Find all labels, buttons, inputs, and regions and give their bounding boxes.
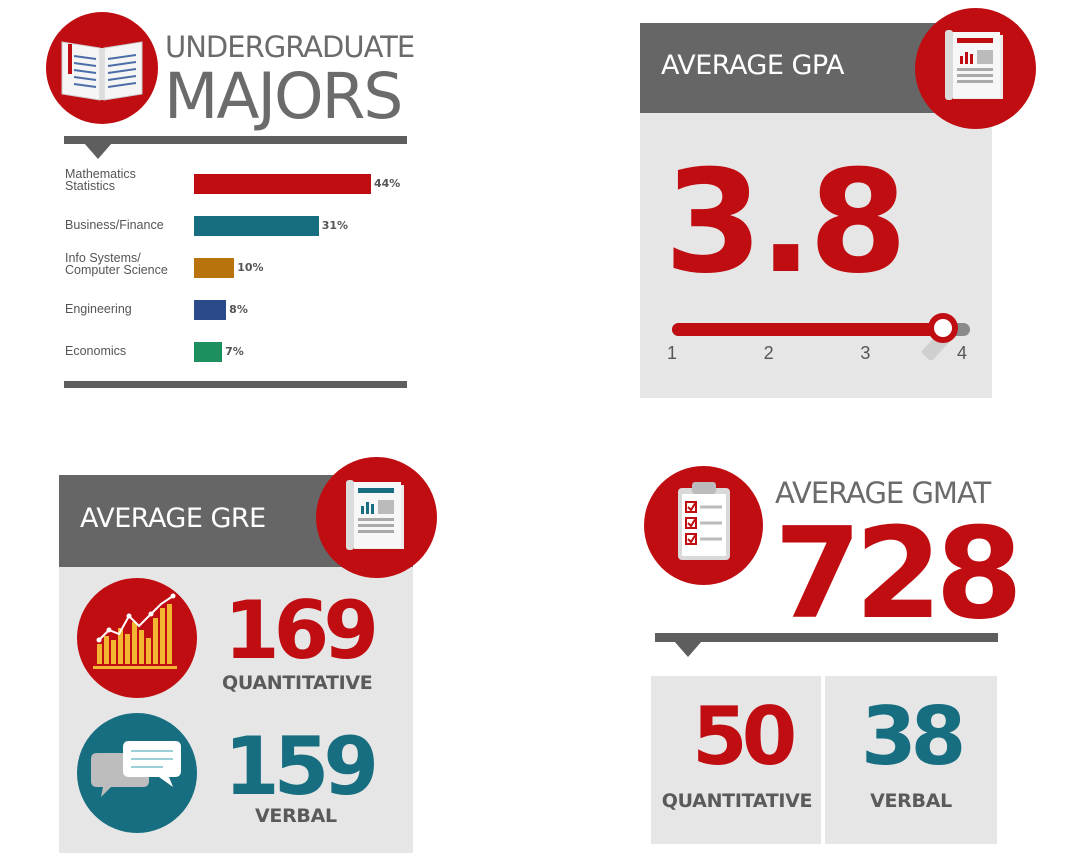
major-label-line: Business/Finance [65, 218, 164, 232]
gmat-quant-label: QUANTITATIVE [661, 790, 813, 812]
major-bar [194, 342, 223, 362]
gmat-quant-panel [651, 676, 821, 844]
gpa-slider-fill [672, 323, 943, 336]
gre-quant-label: QUANTITATIVE [222, 672, 373, 694]
newspaper-icon [346, 480, 404, 550]
gre-verbal-icon-circle [77, 713, 197, 833]
gpa-tick-label: 1 [667, 343, 678, 363]
clipboard-checklist-icon [678, 482, 730, 560]
majors-bottom-rule [64, 381, 407, 388]
newspaper-icon [945, 30, 1003, 100]
gre-quant-value: 169 [224, 584, 379, 677]
gmat-title: AVERAGE GMAT [775, 476, 991, 510]
major-label: Mathematics Statistics [65, 167, 136, 193]
majors-title-line1: UNDERGRADUATE [165, 30, 415, 64]
major-label-line: Mathematics [65, 167, 136, 181]
major-bar [194, 174, 371, 194]
major-label-line: Engineering [65, 302, 132, 316]
gmat-icon-circle [644, 466, 763, 585]
gpa-value: 3.8 [664, 140, 908, 305]
gmat-quant-value: 50 [692, 690, 797, 783]
major-label: Economics [65, 344, 127, 358]
gpa-icon-circle [915, 8, 1036, 129]
major-value-label: 44% [374, 177, 401, 190]
gmat-verbal-value: 38 [861, 690, 966, 783]
gre-quant-icon-circle [77, 578, 197, 698]
major-bar [194, 258, 235, 278]
speech-bubbles-icon [91, 741, 181, 797]
gre-icon-circle [316, 457, 437, 578]
open-book-icon [61, 41, 143, 101]
major-label: Business/Finance [65, 218, 164, 232]
major-value-label: 31% [321, 219, 349, 232]
gre-verbal-label: VERBAL [255, 805, 337, 827]
gmat-value: 728 [774, 500, 1023, 647]
gpa-tick-label: 4 [957, 343, 968, 363]
major-label-line: Economics [65, 344, 127, 358]
major-label-line: Statistics [65, 179, 116, 193]
gre-verbal-value: 159 [224, 720, 379, 813]
gmat-verbal-panel [825, 676, 997, 844]
major-label: Info Systems/Computer Science [65, 251, 168, 277]
gpa-title: AVERAGE GPA [661, 50, 844, 81]
major-value-label: 7% [225, 345, 244, 358]
major-bar [194, 300, 227, 320]
bar-chart-icon [93, 593, 177, 669]
gmat-pointer [674, 641, 702, 657]
majors-title-line2: MAJORS [164, 60, 403, 133]
major-label-line: Info Systems/ [65, 251, 141, 265]
major-bar [194, 216, 319, 236]
major-label-line: Computer Science [65, 263, 168, 277]
majors-top-rule [64, 136, 407, 144]
major-value-label: 8% [229, 303, 248, 316]
major-label: Engineering [65, 302, 132, 316]
gpa-tick-label: 3 [860, 343, 871, 363]
gpa-tick-label: 2 [763, 343, 774, 363]
gmat-rule [655, 633, 998, 642]
majors-pointer [84, 143, 112, 159]
major-value-label: 10% [237, 261, 264, 274]
gpa-slider-handle [927, 313, 958, 343]
gre-title: AVERAGE GRE [80, 503, 266, 534]
majors-icon-circle [46, 12, 158, 124]
gmat-verbal-label: VERBAL [870, 790, 952, 812]
